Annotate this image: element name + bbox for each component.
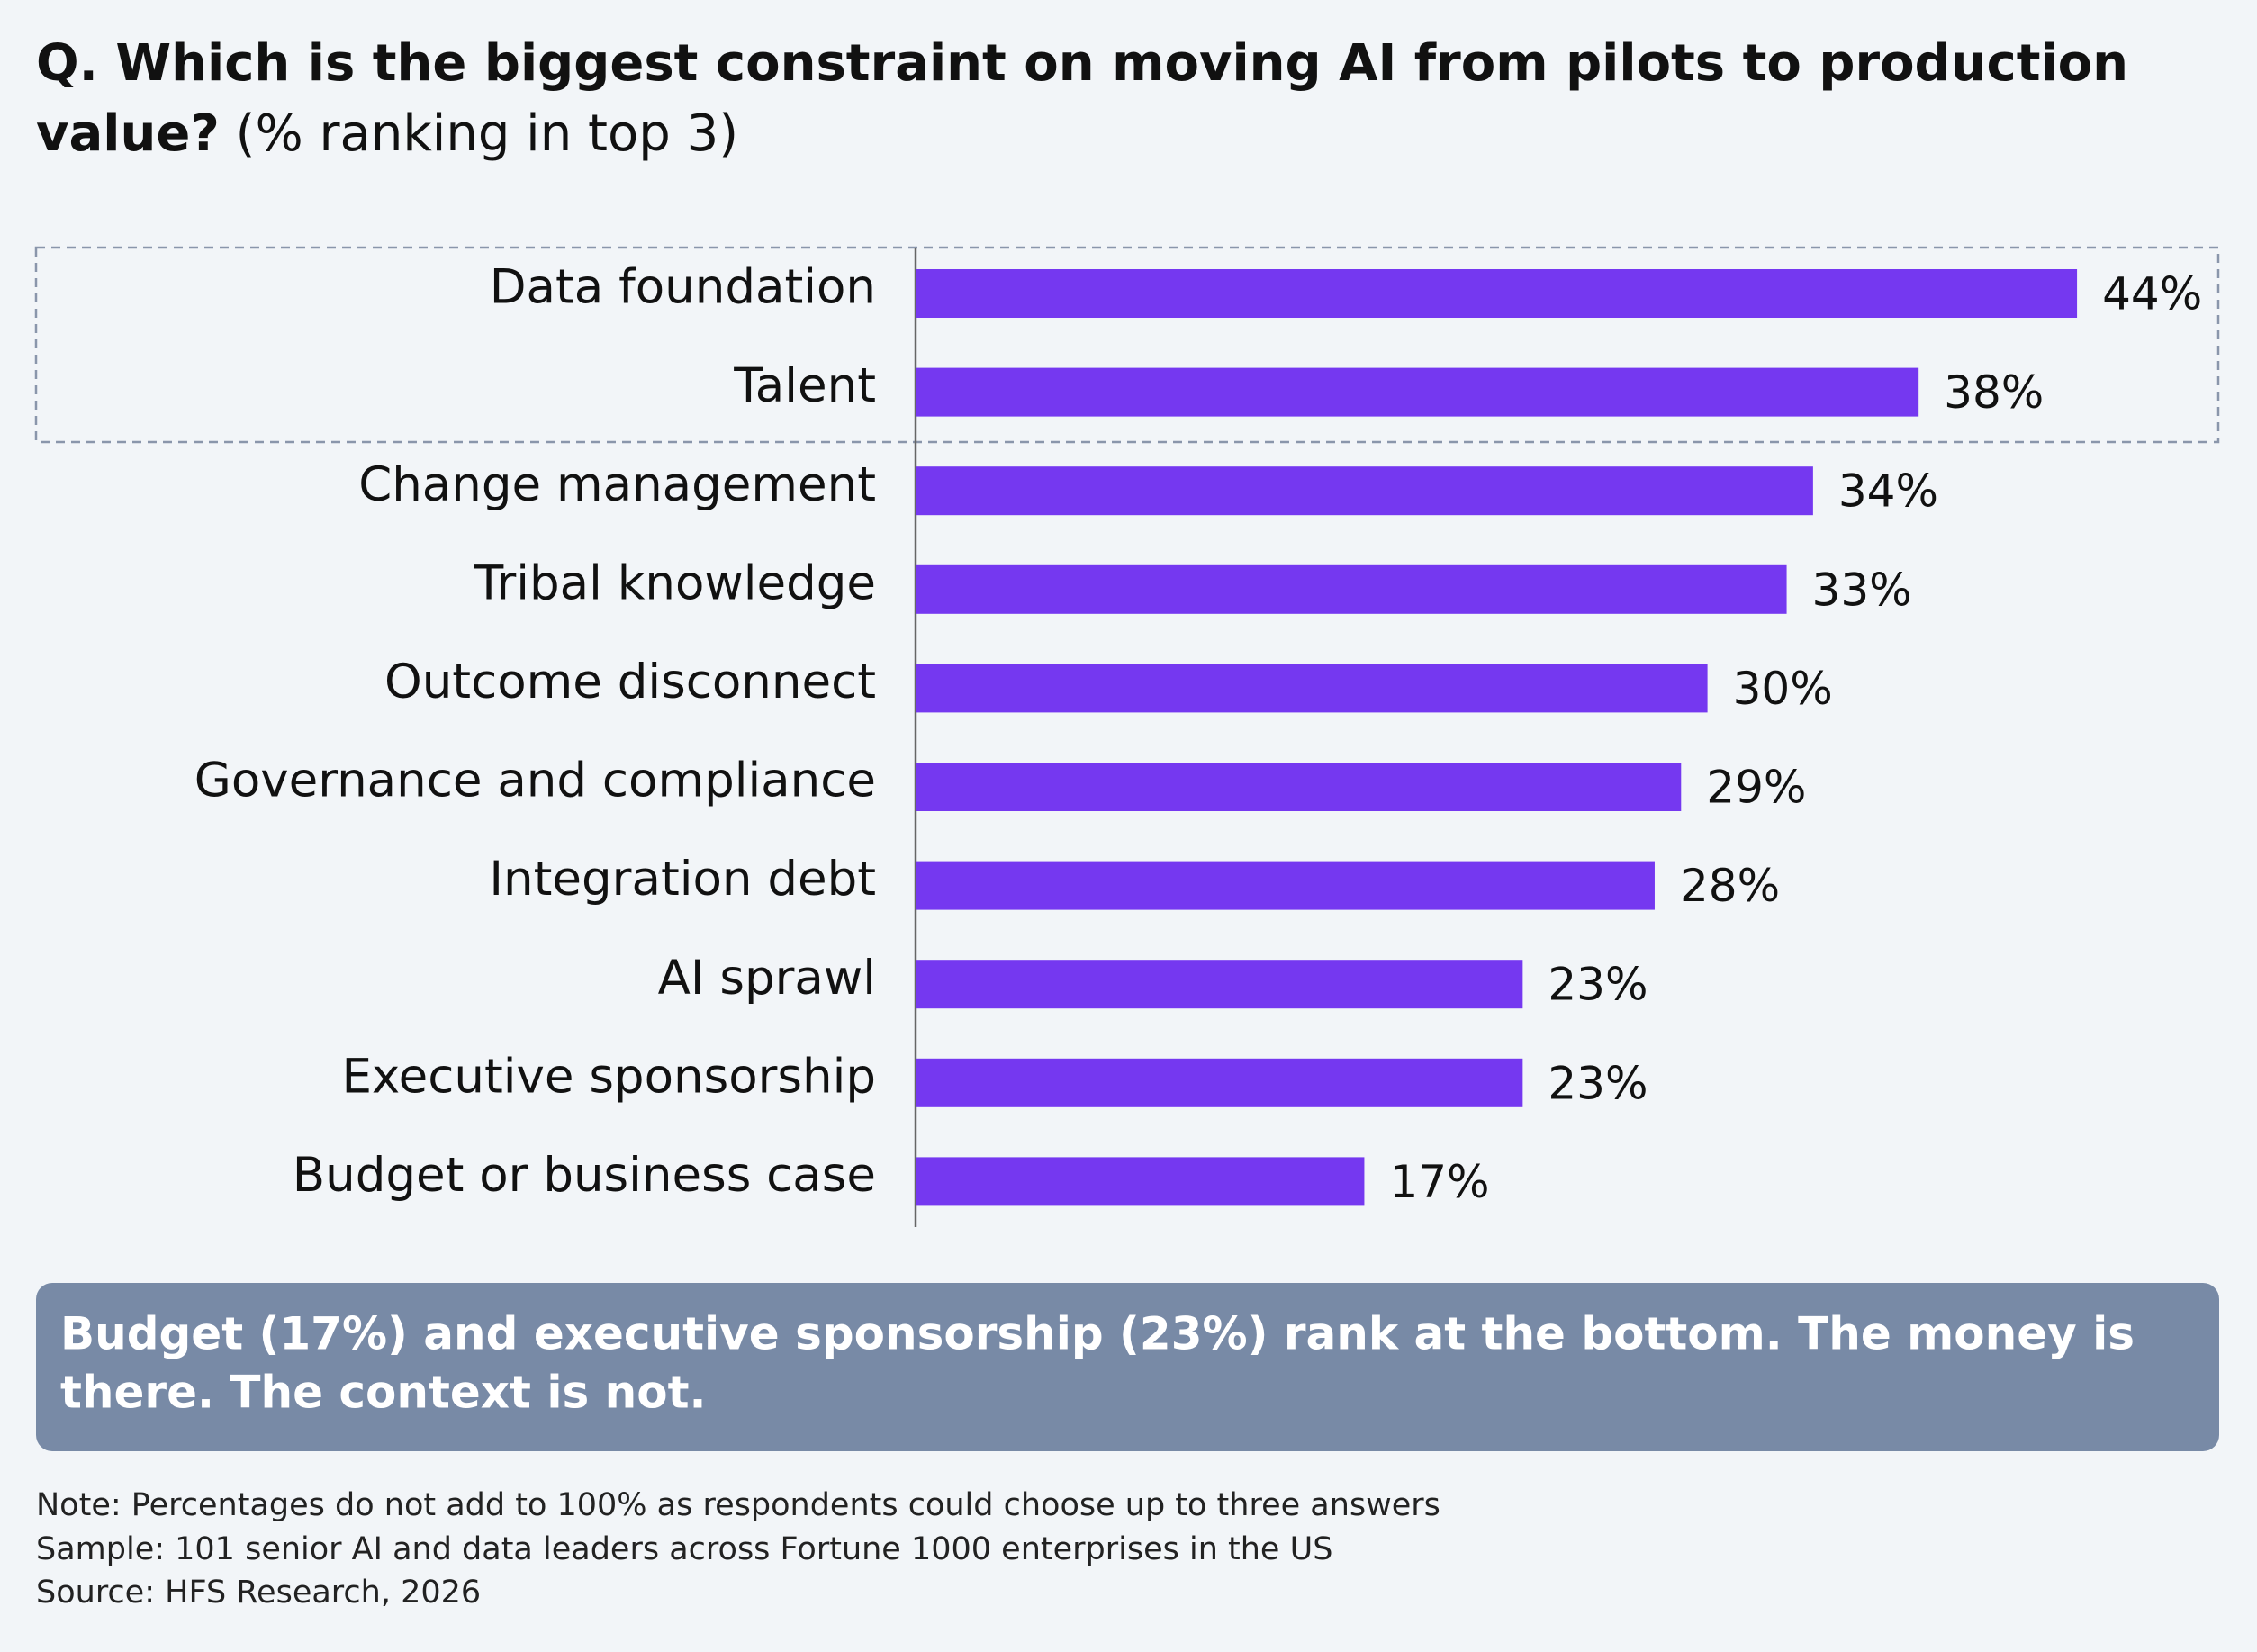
bar: [916, 466, 1813, 516]
category-label: Data foundation: [490, 260, 876, 315]
bar: [916, 861, 1655, 910]
value-label: 29%: [1706, 762, 1806, 814]
category-label: Outcome disconnect: [384, 654, 876, 709]
category-label: Change management: [358, 457, 876, 512]
callout-text: Budget (17%) and executive sponsorship (…: [60, 1308, 2135, 1360]
bar: [916, 1058, 1523, 1107]
value-label: 33%: [1812, 564, 1912, 616]
category-label: Talent: [733, 358, 876, 413]
bar: [916, 269, 2078, 318]
value-label: 44%: [2102, 268, 2202, 320]
value-label: 34%: [1838, 465, 1938, 518]
value-label: 23%: [1548, 959, 1648, 1011]
category-label: Governance and compliance: [194, 754, 876, 808]
chart-title: Q. Which is the biggest constraint on mo…: [36, 34, 2128, 93]
bar: [916, 960, 1523, 1009]
callout-box: [36, 1283, 2219, 1451]
category-label: AI sprawl: [658, 951, 876, 1006]
bar: [916, 763, 1682, 811]
note: Sample: 101 senior AI and data leaders a…: [36, 1531, 1332, 1567]
value-label: 28%: [1680, 860, 1780, 912]
callout-text: there. The context is not.: [60, 1367, 707, 1419]
highlight-box: [34, 246, 2220, 444]
chart-title: value?: [36, 104, 220, 163]
value-label: 38%: [1944, 366, 2044, 419]
chart-title-line: value? (% ranking in top 3): [36, 104, 738, 163]
note: Source: HFS Research, 2026: [36, 1575, 481, 1611]
value-label: 23%: [1548, 1057, 1648, 1109]
value-label: 30%: [1733, 663, 1833, 715]
category-label: Tribal knowledge: [474, 555, 876, 610]
category-label: Executive sponsorship: [341, 1049, 876, 1104]
bar: [916, 1157, 1365, 1206]
note: Note: Percentages do not add to 100% as …: [36, 1487, 1440, 1523]
bar: [916, 564, 1787, 614]
category-label: Integration debt: [489, 852, 876, 907]
bar: [916, 367, 1919, 417]
bar: [916, 664, 1708, 713]
chart-subtitle: (% ranking in top 3): [236, 104, 738, 163]
category-label: Budget or business case: [293, 1148, 876, 1203]
value-label: 17%: [1389, 1156, 1489, 1208]
